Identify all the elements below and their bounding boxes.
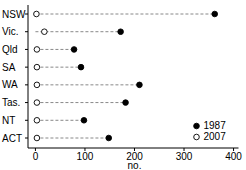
y-tick xyxy=(25,31,28,32)
y-tick xyxy=(25,84,28,85)
y-tick xyxy=(25,102,28,103)
leader-line xyxy=(35,138,108,139)
leader-line xyxy=(35,84,139,85)
y-axis xyxy=(28,5,29,148)
legend-marker xyxy=(194,134,200,140)
leader-line xyxy=(35,67,81,68)
plot xyxy=(34,11,218,141)
category-label: ACT xyxy=(2,133,22,144)
category-label: Qld xyxy=(2,44,18,55)
dot xyxy=(71,47,77,53)
legend-label: 1987 xyxy=(204,120,227,131)
dot xyxy=(42,29,48,35)
dot xyxy=(34,117,40,123)
dot xyxy=(34,82,40,88)
dot xyxy=(78,64,84,70)
dot xyxy=(212,11,218,17)
category-label: NSW xyxy=(2,9,26,20)
leader-line xyxy=(35,120,84,121)
dot xyxy=(34,47,40,53)
x-axis-label: no. xyxy=(128,160,142,170)
y-tick xyxy=(25,49,28,50)
dot xyxy=(118,29,124,35)
category-label: Vic. xyxy=(2,26,19,37)
leader-line xyxy=(35,14,214,15)
dot xyxy=(106,135,112,141)
dot xyxy=(34,11,40,17)
category-label: Tas. xyxy=(2,97,20,108)
dot xyxy=(81,117,87,123)
x-tick-label: 100 xyxy=(77,151,94,162)
chart: 0100200300400no.NSWVic.QldSAWATas.NTACT1… xyxy=(0,0,246,170)
y-tick xyxy=(25,67,28,68)
dot xyxy=(34,135,40,141)
x-tick-label: 0 xyxy=(33,151,39,162)
leader-line xyxy=(35,31,120,32)
y-tick xyxy=(25,14,28,15)
x-axis xyxy=(28,148,239,149)
dot xyxy=(34,64,40,70)
legend-marker xyxy=(194,123,200,129)
category-label: WA xyxy=(2,79,18,90)
leader-line xyxy=(35,102,125,103)
leader-line xyxy=(35,49,74,50)
dot xyxy=(34,100,40,106)
category-label: NT xyxy=(2,115,15,126)
y-tick xyxy=(25,120,28,121)
x-tick-label: 300 xyxy=(176,151,193,162)
y-tick xyxy=(25,138,28,139)
category-label: SA xyxy=(2,62,16,73)
legend-label: 2007 xyxy=(204,131,227,142)
x-tick-label: 400 xyxy=(225,151,242,162)
dot xyxy=(123,100,129,106)
dot xyxy=(137,82,143,88)
